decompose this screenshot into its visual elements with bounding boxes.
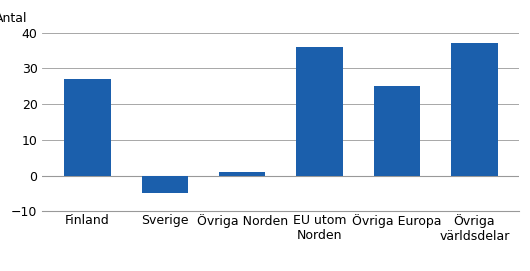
Text: Antal: Antal: [0, 12, 27, 25]
Bar: [219, 172, 266, 176]
Bar: [451, 43, 498, 176]
Bar: [374, 86, 420, 176]
Bar: [142, 176, 188, 193]
Bar: [296, 47, 343, 176]
Bar: [64, 79, 111, 176]
